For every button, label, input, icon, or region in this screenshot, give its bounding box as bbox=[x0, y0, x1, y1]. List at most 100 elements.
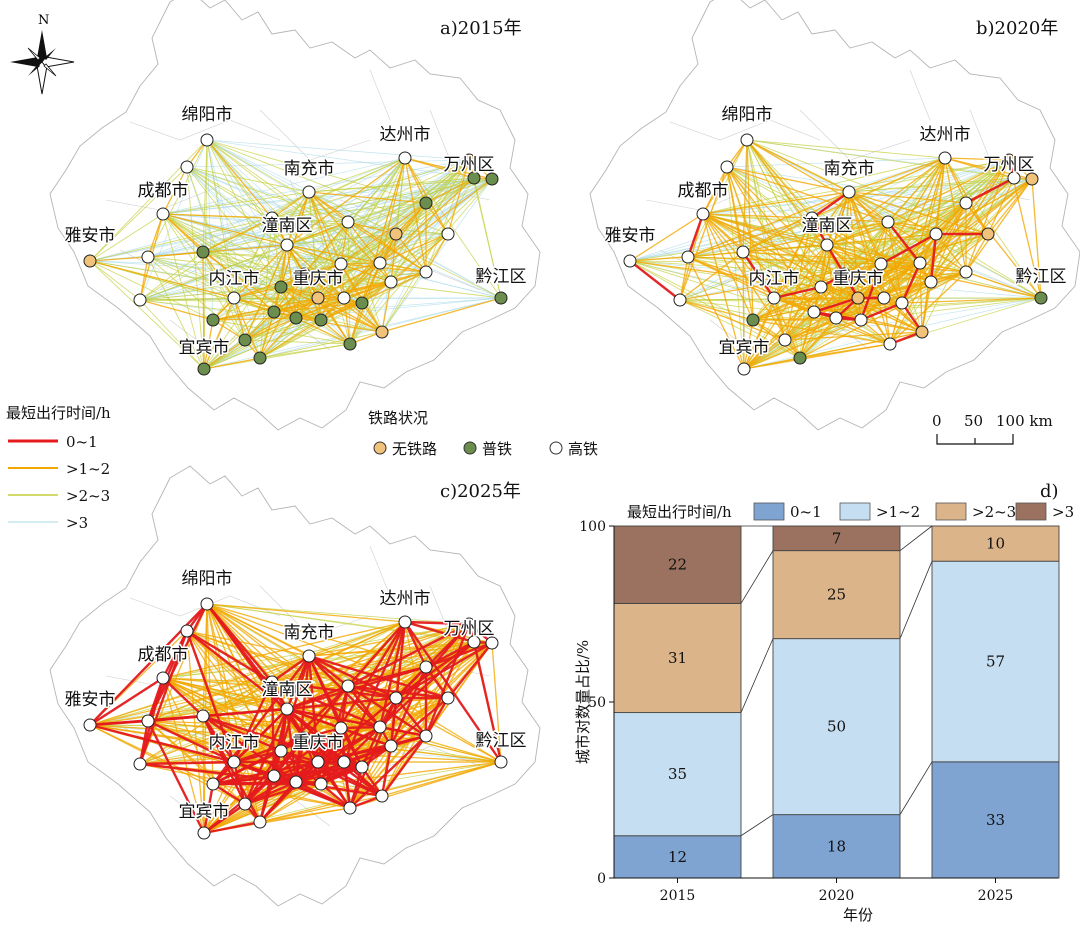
city-node bbox=[355, 296, 369, 310]
city-node bbox=[494, 291, 508, 305]
od-link bbox=[395, 697, 502, 763]
od-link bbox=[233, 286, 282, 299]
city-node bbox=[311, 291, 325, 305]
od-link bbox=[935, 233, 967, 273]
od-link bbox=[425, 177, 475, 204]
od-link bbox=[162, 213, 305, 275]
legend-rail-item-hsr: 高铁 bbox=[549, 440, 598, 458]
city-label: 成都市 bbox=[138, 645, 189, 665]
city-label: 潼南区 bbox=[802, 216, 853, 236]
od-link bbox=[308, 191, 427, 204]
od-link bbox=[244, 311, 275, 341]
od-link bbox=[244, 697, 449, 805]
od-link bbox=[746, 139, 946, 159]
od-link bbox=[379, 177, 475, 264]
od-link bbox=[687, 256, 745, 370]
city-node bbox=[289, 775, 303, 789]
od-link bbox=[147, 256, 392, 283]
city-label: 达州市 bbox=[380, 589, 431, 609]
od-link bbox=[259, 343, 351, 359]
od-link bbox=[259, 317, 297, 359]
city-node bbox=[814, 280, 828, 294]
od-link bbox=[203, 357, 261, 370]
od-link bbox=[965, 178, 1033, 273]
od-link bbox=[202, 714, 282, 753]
od-link bbox=[89, 260, 141, 301]
od-link bbox=[930, 159, 1010, 283]
od-link bbox=[162, 213, 273, 219]
od-link bbox=[286, 221, 349, 246]
od-link bbox=[381, 297, 502, 333]
city-node bbox=[981, 227, 995, 241]
od-link bbox=[686, 213, 705, 258]
city-node bbox=[302, 649, 316, 663]
od-link bbox=[308, 621, 406, 657]
city-node bbox=[196, 709, 210, 723]
city-node bbox=[341, 679, 355, 693]
od-link bbox=[742, 251, 745, 370]
od-link bbox=[139, 763, 351, 809]
city-node bbox=[180, 624, 194, 638]
city-node bbox=[807, 305, 821, 319]
city-node bbox=[274, 280, 288, 294]
od-link bbox=[826, 221, 889, 246]
od-link bbox=[202, 251, 381, 264]
od-link bbox=[813, 273, 845, 313]
od-link bbox=[89, 655, 310, 726]
od-link bbox=[295, 273, 305, 319]
od-link bbox=[203, 820, 261, 835]
od-link bbox=[162, 677, 204, 717]
od-link bbox=[89, 260, 235, 299]
od-link bbox=[259, 795, 383, 823]
od-link bbox=[280, 191, 310, 288]
od-link bbox=[89, 139, 208, 262]
legend-time-item-0: 0~1 bbox=[8, 433, 98, 451]
od-link bbox=[987, 178, 1033, 235]
od-link bbox=[848, 191, 889, 223]
od-link bbox=[146, 720, 206, 834]
bar-segment-2025-2 bbox=[931, 525, 1060, 562]
od-link bbox=[811, 191, 850, 219]
svg-text:>2~3: >2~3 bbox=[66, 487, 110, 505]
city-node bbox=[673, 293, 687, 307]
city-node bbox=[959, 265, 973, 279]
svg-text:0~1: 0~1 bbox=[66, 433, 98, 451]
od-link bbox=[340, 262, 381, 265]
od-link bbox=[233, 736, 305, 764]
od-link bbox=[206, 139, 282, 288]
city-node bbox=[156, 207, 170, 221]
legend-time-item-2: >2~3 bbox=[8, 487, 110, 505]
bar-segment-2015-3 bbox=[613, 525, 742, 604]
city-node bbox=[419, 660, 433, 674]
city-node bbox=[623, 254, 637, 268]
od-link bbox=[799, 311, 815, 359]
city-node bbox=[373, 256, 387, 270]
od-link bbox=[381, 281, 392, 333]
bar-value-label: 57 bbox=[986, 653, 1005, 671]
od-link bbox=[773, 285, 822, 300]
scale-bar: 0 50 100 km bbox=[932, 412, 1053, 445]
od-link bbox=[726, 166, 828, 246]
od-link bbox=[702, 166, 728, 215]
city-label: 内江市 bbox=[749, 269, 800, 289]
od-link bbox=[340, 177, 475, 265]
od-link bbox=[752, 319, 801, 359]
od-link bbox=[811, 217, 889, 223]
city-node bbox=[334, 257, 348, 271]
od-link bbox=[965, 233, 989, 273]
od-link bbox=[784, 286, 822, 341]
od-link bbox=[147, 719, 235, 764]
od-link bbox=[379, 262, 427, 273]
city-node bbox=[200, 597, 214, 611]
city-node bbox=[311, 755, 325, 769]
city-node bbox=[485, 636, 499, 650]
od-link bbox=[206, 603, 406, 623]
od-link bbox=[147, 139, 208, 258]
od-link bbox=[843, 191, 850, 275]
city-node bbox=[384, 275, 398, 289]
od-link bbox=[202, 251, 205, 370]
bar-value-label: 50 bbox=[827, 718, 846, 736]
city-node bbox=[767, 291, 781, 305]
